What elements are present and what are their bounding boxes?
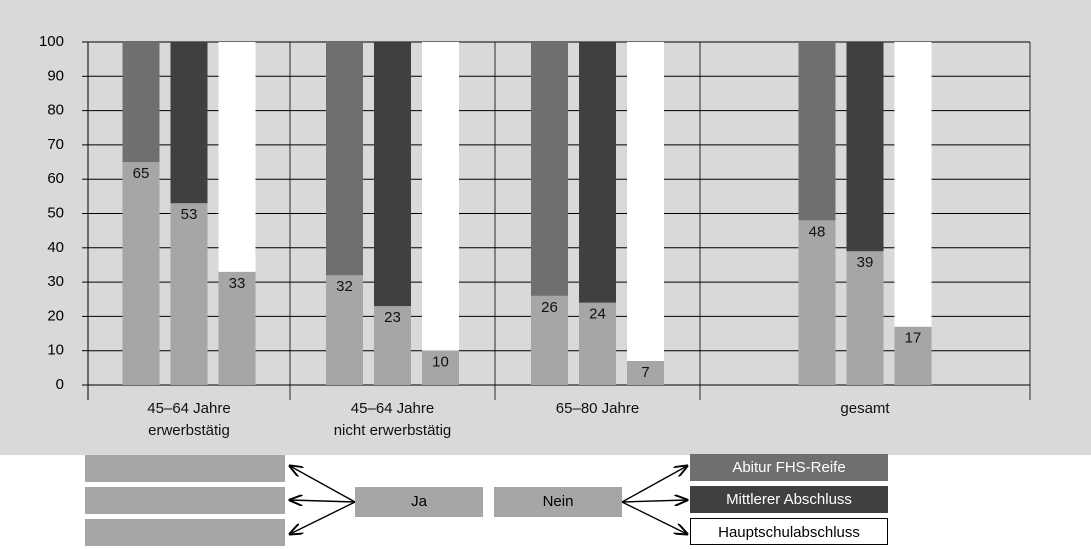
x-tick-label: gesamt — [840, 400, 890, 417]
y-tick-label: 80 — [47, 102, 64, 119]
value-label: 26 — [541, 299, 558, 316]
bar-segment — [627, 360, 664, 385]
y-tick-label: 100 — [39, 33, 64, 50]
legend-item: Abitur FHS-Reife — [690, 454, 888, 481]
y-tick-label: 90 — [47, 67, 64, 84]
legend-ja-swatch — [85, 455, 285, 482]
value-label: 24 — [589, 306, 606, 323]
y-tick-label: 30 — [47, 273, 64, 290]
legend-ja-swatch — [85, 487, 285, 514]
legend-item: Mittlerer Abschluss — [690, 486, 888, 513]
bar-segment — [326, 42, 363, 276]
bar-segment — [627, 42, 664, 361]
bar-segment — [846, 42, 884, 252]
bar-segment — [894, 42, 932, 327]
bar-segment — [218, 42, 256, 272]
bar-segment — [798, 220, 836, 385]
bar-segment — [218, 271, 256, 385]
bar-segment — [798, 42, 836, 221]
legend-ja: Ja — [355, 487, 483, 517]
value-label: 10 — [432, 354, 449, 371]
value-label: 23 — [384, 309, 401, 326]
bar-segment — [531, 42, 568, 296]
bar-segment — [579, 302, 616, 385]
value-label: 7 — [641, 364, 649, 381]
bar-segment — [579, 42, 616, 303]
bar-segment — [122, 42, 160, 163]
x-tick-label: 65–80 Jahre — [555, 400, 640, 417]
bar-segment — [170, 42, 208, 204]
value-label: 65 — [133, 165, 150, 182]
bar-segment — [846, 251, 884, 385]
value-label: 53 — [181, 206, 198, 223]
bar-segment — [374, 306, 411, 385]
value-label: 32 — [336, 278, 353, 295]
legend-ja-swatch — [85, 519, 285, 546]
value-label: 17 — [905, 330, 922, 347]
value-label: 33 — [229, 275, 246, 292]
bar-segment — [422, 350, 459, 385]
legend-nein: Nein — [494, 487, 622, 517]
legend-item: Hauptschulabschluss — [690, 518, 888, 545]
y-tick-label: 50 — [47, 204, 64, 221]
legend-arrows — [290, 466, 687, 534]
y-tick-label: 20 — [47, 307, 64, 324]
value-label: 39 — [857, 254, 874, 271]
bar-segment — [170, 203, 208, 385]
bar-segment — [122, 162, 160, 385]
y-tick-label: 0 — [56, 376, 64, 393]
y-tick-label: 60 — [47, 170, 64, 187]
bar-segment — [374, 42, 411, 307]
x-tick-label: 45–64 Jahre erwerbstätig — [147, 400, 231, 439]
bar-segment — [894, 326, 932, 385]
bar-segment — [531, 295, 568, 385]
value-label: 48 — [809, 223, 826, 240]
y-tick-label: 10 — [47, 342, 64, 359]
bar-segment — [422, 42, 459, 351]
y-tick-label: 40 — [47, 239, 64, 256]
y-tick-label: 70 — [47, 136, 64, 153]
bar-segment — [326, 275, 363, 385]
x-tick-label: 45–64 Jahre nicht erwerbstätig — [333, 400, 452, 439]
